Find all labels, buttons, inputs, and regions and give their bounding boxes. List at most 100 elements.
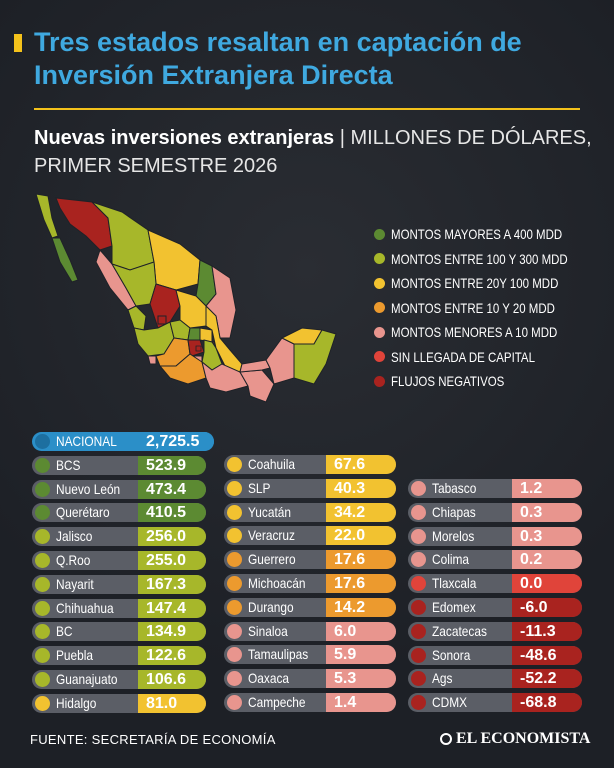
category-dot-icon xyxy=(411,481,426,496)
legend-label: SIN LLEGADA DE CAPITAL xyxy=(391,348,535,365)
legend-item: MONTOS ENTRE 10 Y 20 MDD xyxy=(374,296,604,321)
state-row: Puebla 122.6 xyxy=(32,646,206,666)
state-value: 1.4 xyxy=(326,692,396,712)
legend-dot-icon xyxy=(374,375,385,387)
legend-label: MONTOS MAYORES A 400 MDD xyxy=(391,226,563,243)
category-dot-icon xyxy=(35,648,50,664)
state-value: 523.9 xyxy=(138,455,206,475)
state-name: Campeche xyxy=(248,693,306,710)
state-name: Q.Roo xyxy=(56,551,91,568)
state-name: BC xyxy=(56,623,73,640)
map-region-tabasco xyxy=(239,359,271,373)
category-dot-icon xyxy=(35,671,50,687)
state-name: Chihuahua xyxy=(56,599,114,616)
category-dot-icon xyxy=(411,647,426,663)
state-value: 6.0 xyxy=(326,621,396,641)
state-value: 34.2 xyxy=(326,502,396,522)
state-value: 473.4 xyxy=(138,479,206,499)
state-row: CDMX -68.8 xyxy=(408,693,582,713)
category-dot-icon xyxy=(411,599,426,615)
legend-label: MONTOS MENORES A 10 MDD xyxy=(391,324,558,341)
state-value: 2,725.5 xyxy=(138,432,214,451)
legend-dot-icon xyxy=(374,351,385,363)
state-value: 134.9 xyxy=(138,622,206,642)
national-total-row: NACIONAL 2,725.5 xyxy=(32,432,214,451)
state-name: Zacatecas xyxy=(432,622,487,639)
category-dot-icon xyxy=(227,647,242,663)
category-dot-icon xyxy=(35,505,50,521)
ranking-column-2: Coahuila 67.6 SLP 40.3 Yucatán 34.2 Veracruz 22… xyxy=(224,455,398,717)
state-value: 147.4 xyxy=(138,598,206,618)
state-value: 122.6 xyxy=(138,646,206,666)
subtitle-separator: | xyxy=(334,127,351,149)
brand-name: EL ECONOMISTA xyxy=(456,730,591,747)
chart-subtitle: Nuevas inversiones extranjeras | MILLONE… xyxy=(34,124,594,180)
state-row: Nayarit 167.3 xyxy=(32,574,206,594)
state-value: 67.6 xyxy=(326,455,396,474)
category-dot-icon xyxy=(227,694,242,710)
state-name: Guerrero xyxy=(248,551,296,568)
map-region-colima xyxy=(147,355,157,365)
category-dot-icon xyxy=(411,552,426,568)
state-row: Yucatán 34.2 xyxy=(224,502,396,522)
category-dot-icon xyxy=(411,623,426,639)
state-value: 0.0 xyxy=(512,574,582,594)
category-dot-icon xyxy=(35,600,50,616)
ranking-column-3: Tabasco 1.2 Chiapas 0.3 Morelos 0.3 Colima 0.2 T… xyxy=(408,479,582,717)
state-value: 1.2 xyxy=(512,479,582,498)
category-dot-icon xyxy=(227,457,242,472)
map-legend: MONTOS MAYORES A 400 MDD MONTOS ENTRE 100… xyxy=(374,222,604,394)
subtitle-unit: MILLONES DE DÓLARES, PRIMER SEMESTRE 202… xyxy=(34,127,592,177)
state-name: Ags xyxy=(432,670,453,687)
map-region-nayarit xyxy=(127,305,147,331)
category-dot-icon xyxy=(227,575,242,591)
state-name: Chiapas xyxy=(432,503,476,520)
state-row: BC 134.9 xyxy=(32,622,206,642)
state-value: 17.6 xyxy=(326,550,396,570)
state-row: Hidalgo 81.0 xyxy=(32,693,206,713)
mexico-map xyxy=(35,193,337,403)
state-row: Sonora -48.6 xyxy=(408,645,582,665)
state-row: Oaxaca 5.3 xyxy=(224,669,396,689)
state-row: Guerrero 17.6 xyxy=(224,550,396,570)
state-row: Coahuila 67.6 xyxy=(224,455,396,474)
state-name: Puebla xyxy=(56,647,94,664)
state-name: NACIONAL xyxy=(56,433,117,449)
state-name: Yucatán xyxy=(248,503,292,520)
page-title: Tres estados resaltan en captación de In… xyxy=(34,27,522,90)
state-row: Veracruz 22.0 xyxy=(224,526,396,546)
category-dot-icon xyxy=(411,504,426,520)
category-dot-icon xyxy=(411,576,426,592)
state-name: Nuevo León xyxy=(56,480,121,497)
state-row: Querétaro 410.5 xyxy=(32,503,206,523)
map-region-slp xyxy=(175,289,207,329)
legend-item: MONTOS ENTRE 100 Y 300 MDD xyxy=(374,247,604,272)
state-value: 106.6 xyxy=(138,669,206,689)
state-name: Hidalgo xyxy=(56,694,97,711)
legend-dot-icon xyxy=(374,228,385,240)
state-row: Tlaxcala 0.0 xyxy=(408,574,582,594)
state-value: 0.3 xyxy=(512,502,582,522)
state-value: 81.0 xyxy=(138,693,206,713)
state-name: Oaxaca xyxy=(248,670,290,687)
category-dot-icon xyxy=(35,695,50,711)
state-row: Ags -52.2 xyxy=(408,669,582,689)
state-row: BCS 523.9 xyxy=(32,455,206,475)
legend-label: MONTOS ENTRE 10 Y 20 MDD xyxy=(391,299,555,316)
state-name: Guanajuato xyxy=(56,670,118,687)
state-name: Durango xyxy=(248,598,294,615)
category-dot-icon xyxy=(411,528,426,544)
state-row: Michoacán 17.6 xyxy=(224,573,396,593)
category-dot-icon xyxy=(227,599,242,615)
state-value: 255.0 xyxy=(138,550,206,570)
category-dot-icon xyxy=(227,528,242,544)
legend-dot-icon xyxy=(374,253,385,265)
state-row: Sinaloa 6.0 xyxy=(224,621,396,641)
state-value: 22.0 xyxy=(326,526,396,546)
state-row: Chiapas 0.3 xyxy=(408,502,582,522)
state-value: 17.6 xyxy=(326,573,396,593)
legend-item: SIN LLEGADA DE CAPITAL xyxy=(374,345,604,370)
state-name: Nayarit xyxy=(56,575,94,592)
state-name: Morelos xyxy=(432,527,475,544)
title-divider xyxy=(34,108,580,110)
